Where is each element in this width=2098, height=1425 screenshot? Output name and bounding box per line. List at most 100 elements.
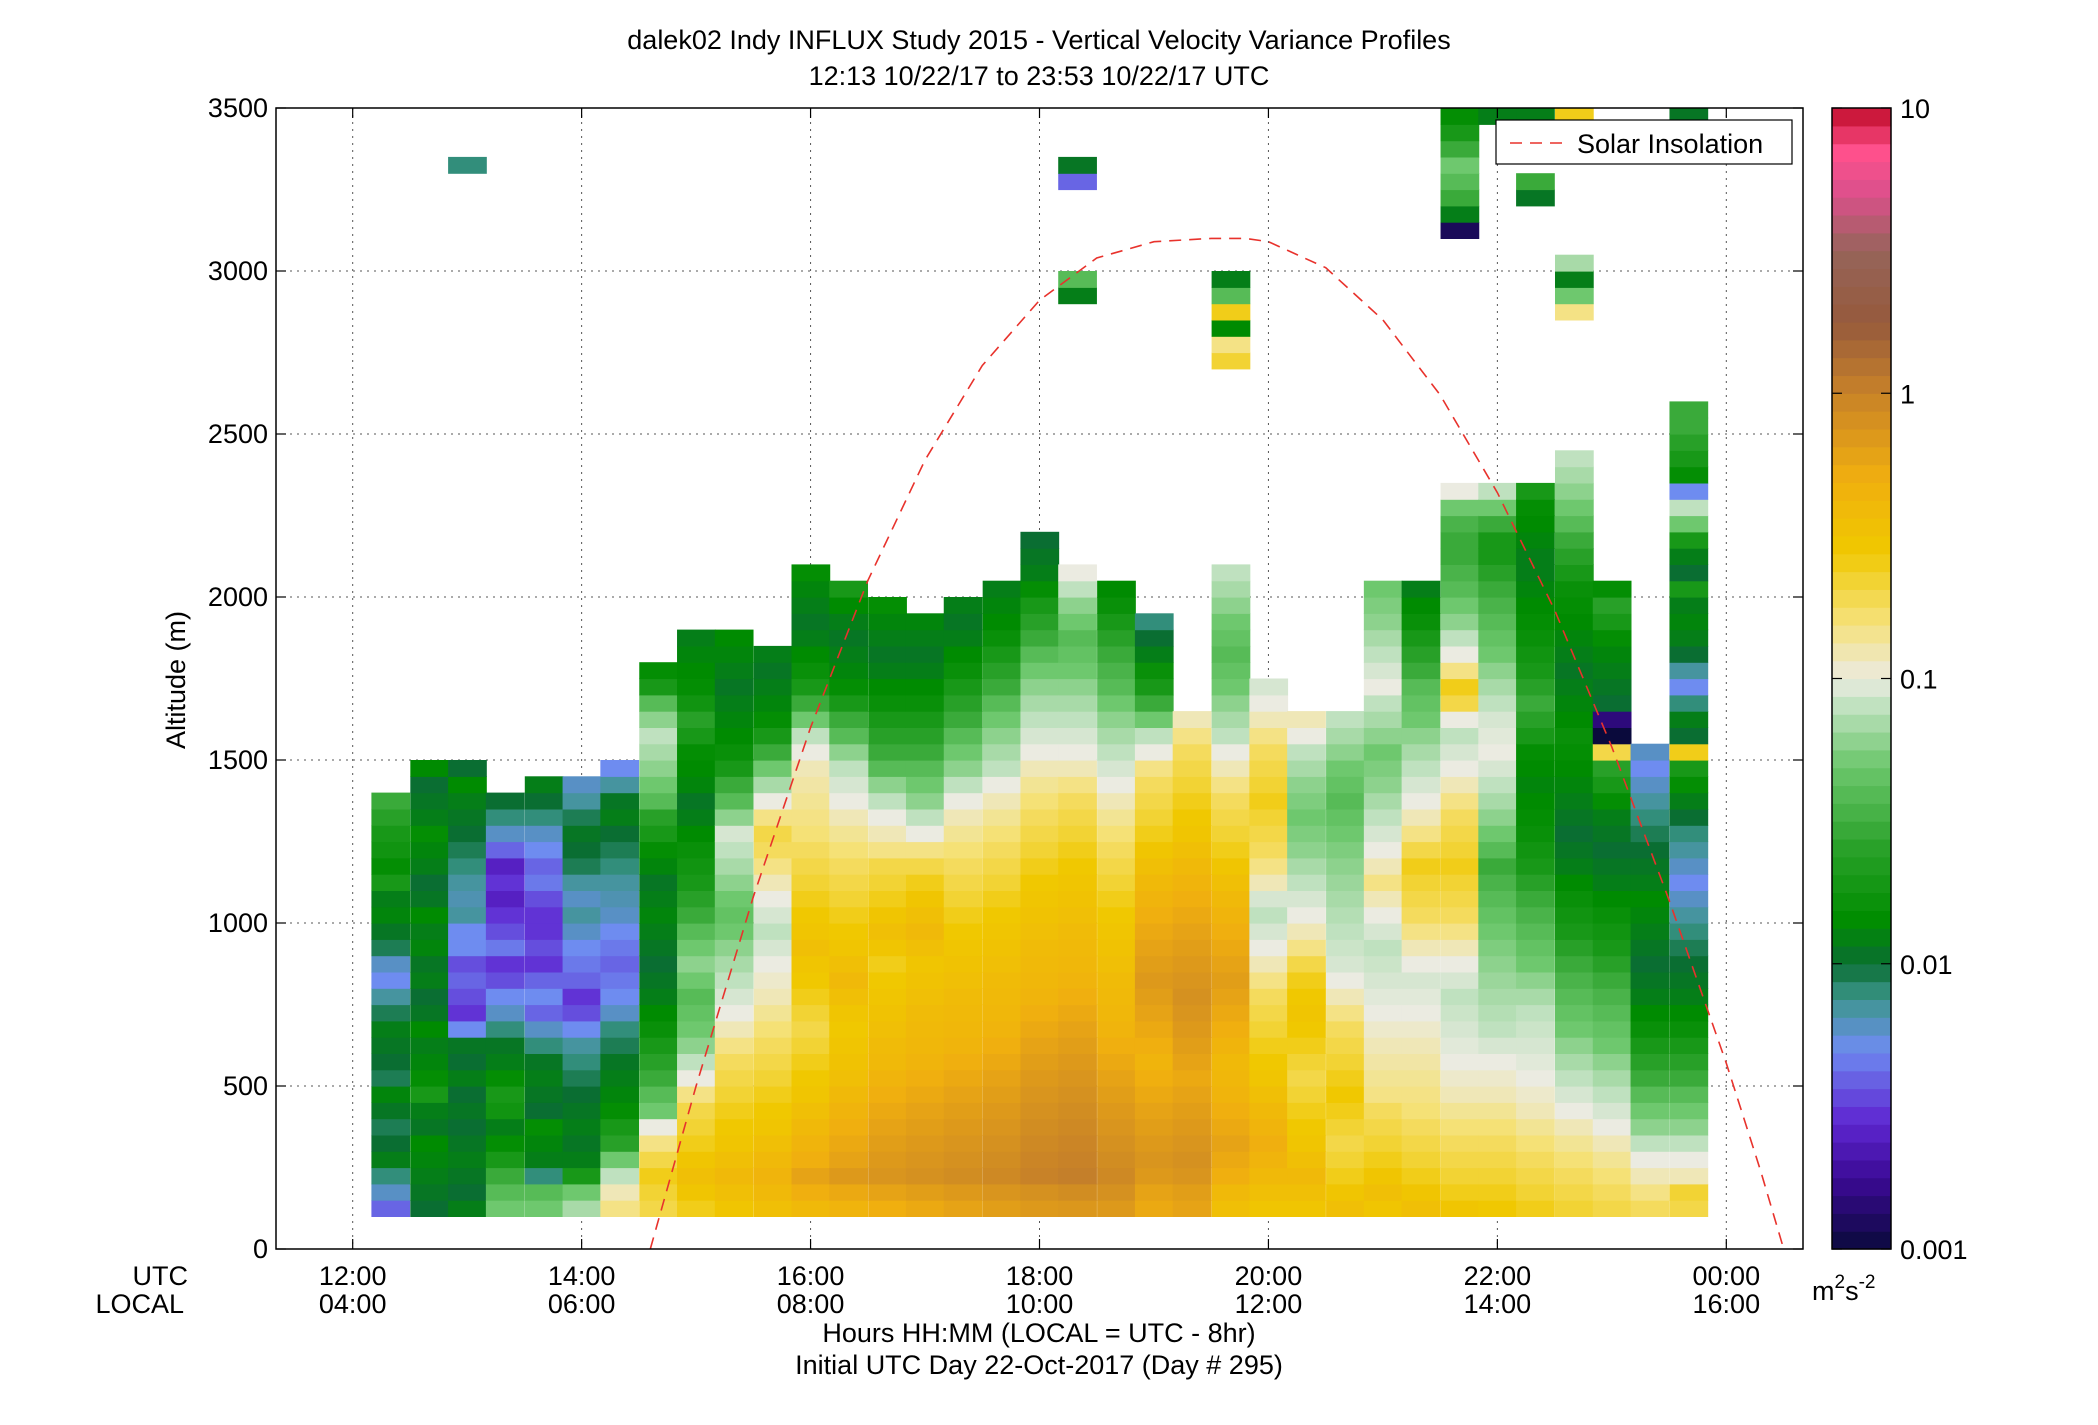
heatmap-cell bbox=[1555, 531, 1594, 549]
heatmap-cell bbox=[639, 1118, 678, 1136]
heatmap-cell bbox=[1211, 808, 1251, 826]
heatmap-cell bbox=[524, 857, 564, 875]
heatmap-cell bbox=[1211, 271, 1251, 288]
heatmap-cell bbox=[1630, 939, 1670, 957]
heatmap-cell bbox=[1592, 971, 1632, 989]
heatmap-cell bbox=[1363, 857, 1403, 875]
heatmap-cell bbox=[1058, 939, 1097, 957]
heatmap-cell bbox=[677, 1069, 716, 1087]
heatmap-cell bbox=[753, 727, 793, 745]
heatmap-cell bbox=[1363, 743, 1403, 761]
heatmap-cell bbox=[943, 1053, 983, 1071]
heatmap-cell bbox=[1440, 124, 1480, 142]
heatmap-cell bbox=[1401, 988, 1441, 1006]
heatmap-cell bbox=[1097, 580, 1136, 598]
heatmap-cell bbox=[868, 1053, 907, 1071]
heatmap-cell bbox=[868, 874, 907, 891]
heatmap-cell bbox=[868, 1183, 907, 1201]
heatmap-cell bbox=[1326, 776, 1365, 794]
heatmap-cell bbox=[1669, 499, 1709, 517]
heatmap-cell bbox=[753, 678, 793, 696]
heatmap-cell bbox=[1440, 857, 1480, 875]
heatmap-cell bbox=[1211, 1118, 1251, 1136]
heatmap-cell bbox=[1669, 1134, 1709, 1152]
heatmap-cell bbox=[600, 1118, 640, 1136]
heatmap-cell bbox=[1287, 890, 1326, 908]
heatmap-cell bbox=[1097, 955, 1136, 973]
heatmap-cell bbox=[1249, 1037, 1289, 1054]
heatmap-cell bbox=[1020, 597, 1060, 614]
heatmap-cell bbox=[1172, 841, 1212, 859]
heatmap-cell bbox=[753, 694, 793, 712]
heatmap-cell bbox=[639, 662, 678, 680]
heatmap-cell bbox=[1555, 890, 1594, 908]
heatmap-cell bbox=[982, 890, 1022, 908]
heatmap-cell bbox=[677, 955, 716, 973]
heatmap-cell bbox=[639, 727, 678, 745]
heatmap-cell bbox=[1287, 727, 1326, 745]
heatmap-cell bbox=[753, 645, 793, 663]
heatmap-cell bbox=[1211, 1151, 1251, 1169]
heatmap-cell bbox=[1478, 890, 1518, 908]
heatmap-cell bbox=[982, 776, 1022, 794]
heatmap-cell bbox=[753, 988, 793, 1006]
heatmap-cell bbox=[1555, 906, 1594, 924]
heatmap-cell bbox=[1211, 1183, 1251, 1201]
heatmap-cell bbox=[524, 841, 564, 859]
heatmap-cell bbox=[791, 955, 831, 973]
heatmap-cell bbox=[1401, 1151, 1441, 1169]
heatmap-cell bbox=[524, 1069, 564, 1087]
heatmap-cell bbox=[1020, 629, 1060, 647]
heatmap-cell bbox=[982, 1004, 1022, 1022]
heatmap-cell bbox=[1478, 939, 1518, 957]
heatmap-cell bbox=[410, 1037, 450, 1054]
heatmap-cell bbox=[791, 760, 831, 777]
heatmap-cell bbox=[1020, 971, 1060, 989]
heatmap-cell bbox=[791, 1167, 831, 1185]
heatmap-cell bbox=[562, 776, 602, 794]
heatmap-cell bbox=[371, 939, 411, 957]
heatmap-cell bbox=[1592, 939, 1632, 957]
heatmap-cell bbox=[1172, 1037, 1212, 1054]
heatmap-cell bbox=[1363, 597, 1403, 614]
heatmap-cell bbox=[829, 971, 868, 989]
heatmap-cell bbox=[1555, 1167, 1594, 1185]
heatmap-cell bbox=[1249, 727, 1289, 745]
heatmap-cell bbox=[1516, 1004, 1555, 1022]
heatmap-cell bbox=[791, 678, 831, 696]
heatmap-cell bbox=[905, 776, 945, 794]
heatmap-cell bbox=[600, 988, 640, 1006]
heatmap-cell bbox=[485, 1134, 525, 1152]
heatmap-cell bbox=[1401, 1200, 1441, 1217]
heatmap-cell bbox=[829, 711, 868, 728]
solar-insolation-line bbox=[649, 237, 1785, 1250]
heatmap-cell bbox=[1287, 808, 1326, 826]
heatmap-cell bbox=[1326, 971, 1365, 989]
heatmap-cell bbox=[1211, 1200, 1251, 1217]
heatmap-cell bbox=[1555, 1151, 1594, 1169]
colorbar-tick-label: 0.001 bbox=[1900, 1235, 1968, 1265]
heatmap-cell bbox=[982, 711, 1022, 728]
heatmap-cell bbox=[1097, 906, 1136, 924]
heatmap-cell bbox=[1058, 156, 1097, 174]
y-tick-label: 1000 bbox=[208, 908, 268, 938]
heatmap-cell bbox=[410, 1086, 450, 1103]
heatmap-cell bbox=[982, 857, 1022, 875]
heatmap-cell bbox=[1669, 874, 1709, 891]
heatmap-cell bbox=[1555, 971, 1594, 989]
heatmap-cell bbox=[1669, 466, 1709, 484]
heatmap-cell bbox=[791, 792, 831, 810]
heatmap-cell bbox=[1669, 923, 1709, 940]
x-tick-label-local: 10:00 bbox=[1006, 1289, 1074, 1319]
x-row-label-local: LOCAL bbox=[95, 1289, 184, 1319]
colorbar-segment bbox=[1832, 678, 1891, 697]
heatmap-cell bbox=[1058, 287, 1097, 305]
heatmap-cell bbox=[1555, 466, 1594, 484]
heatmap-cell bbox=[677, 988, 716, 1006]
heatmap-cell bbox=[1249, 857, 1289, 875]
heatmap-cell bbox=[868, 694, 907, 712]
heatmap-cell bbox=[1401, 1134, 1441, 1152]
heatmap-cell bbox=[1440, 694, 1480, 712]
colorbar-segment bbox=[1832, 500, 1891, 519]
heatmap-cell bbox=[753, 743, 793, 761]
